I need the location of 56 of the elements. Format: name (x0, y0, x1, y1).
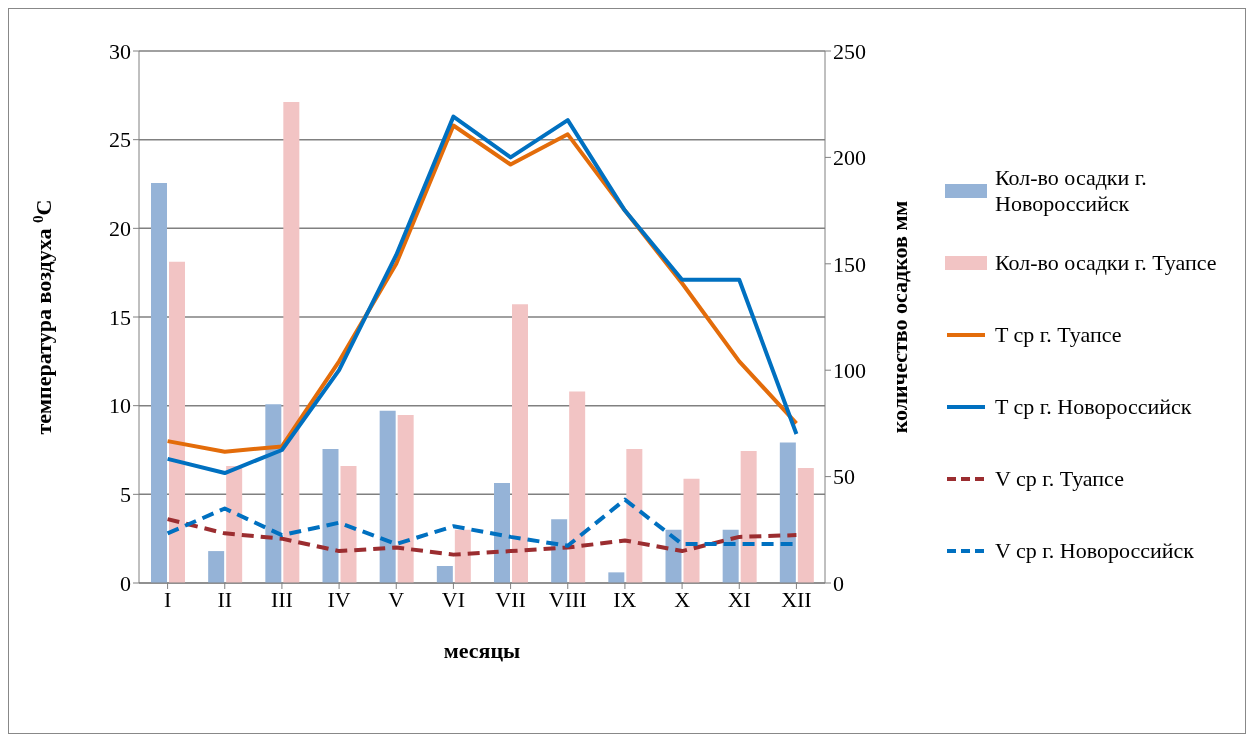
x-tick-label: III (270, 586, 293, 612)
y-tick-label: 30 (109, 38, 131, 64)
y-tick-label: 25 (109, 127, 131, 153)
bar (683, 478, 700, 583)
x-tick-label: VIII (548, 586, 587, 612)
y-tick-label: 5 (120, 482, 131, 508)
x-tick-label: V (388, 586, 405, 612)
bar (208, 551, 225, 583)
y-tick-label: 15 (109, 304, 131, 330)
legend-label: Кол-во осадки г. Туапсе (995, 250, 1217, 276)
bar (340, 465, 357, 583)
y2-tick-label: 150 (833, 251, 866, 277)
bar (169, 261, 185, 583)
bar (551, 519, 568, 583)
bar (265, 404, 282, 583)
bar (569, 391, 586, 583)
x-tick-label: XI (727, 586, 751, 612)
y2-tick-label: 100 (833, 358, 866, 384)
x-tick-label: VI (441, 586, 466, 612)
bar (779, 442, 796, 583)
y-tick-label: 10 (109, 393, 131, 419)
bar (397, 414, 414, 583)
y2-tick-label: 50 (833, 464, 855, 490)
line-series (165, 517, 799, 557)
legend-label: T ср г. Новороссийск (995, 394, 1192, 420)
x-tick-label: XII (781, 586, 812, 612)
bar (322, 448, 339, 583)
y2-tick-label: 250 (833, 38, 866, 64)
y2-tick-label: 0 (833, 570, 844, 596)
bar (626, 448, 643, 583)
legend-label: V ср г. Новороссийск (995, 538, 1194, 564)
bar (226, 465, 243, 583)
bar (454, 529, 471, 583)
bar (608, 572, 625, 583)
y2-tick-label: 200 (833, 145, 866, 171)
x-tick-label: I (163, 586, 172, 612)
bar (494, 482, 510, 583)
bar (283, 102, 300, 583)
bar (151, 182, 167, 583)
y2-axis-title: количество осадков мм (887, 200, 912, 434)
bar (379, 410, 396, 583)
x-tick-label: II (217, 586, 233, 612)
legend-label: Кол-во осадки г. Новороссийск (995, 165, 1148, 217)
legend-label: V ср г. Туапсе (995, 466, 1124, 492)
x-tick-label: IV (327, 586, 351, 612)
bar (797, 468, 814, 583)
x-axis-title: месяцы (443, 638, 521, 663)
bar (512, 304, 528, 583)
x-tick-label: IX (613, 586, 637, 612)
legend-label: T ср г. Туапсе (995, 322, 1122, 348)
bar (740, 451, 757, 583)
bar (436, 565, 453, 583)
y-tick-label: 20 (109, 216, 131, 242)
x-tick-label: X (674, 586, 691, 612)
y-tick-label: 0 (120, 570, 131, 596)
x-tick-label: VII (495, 586, 526, 612)
